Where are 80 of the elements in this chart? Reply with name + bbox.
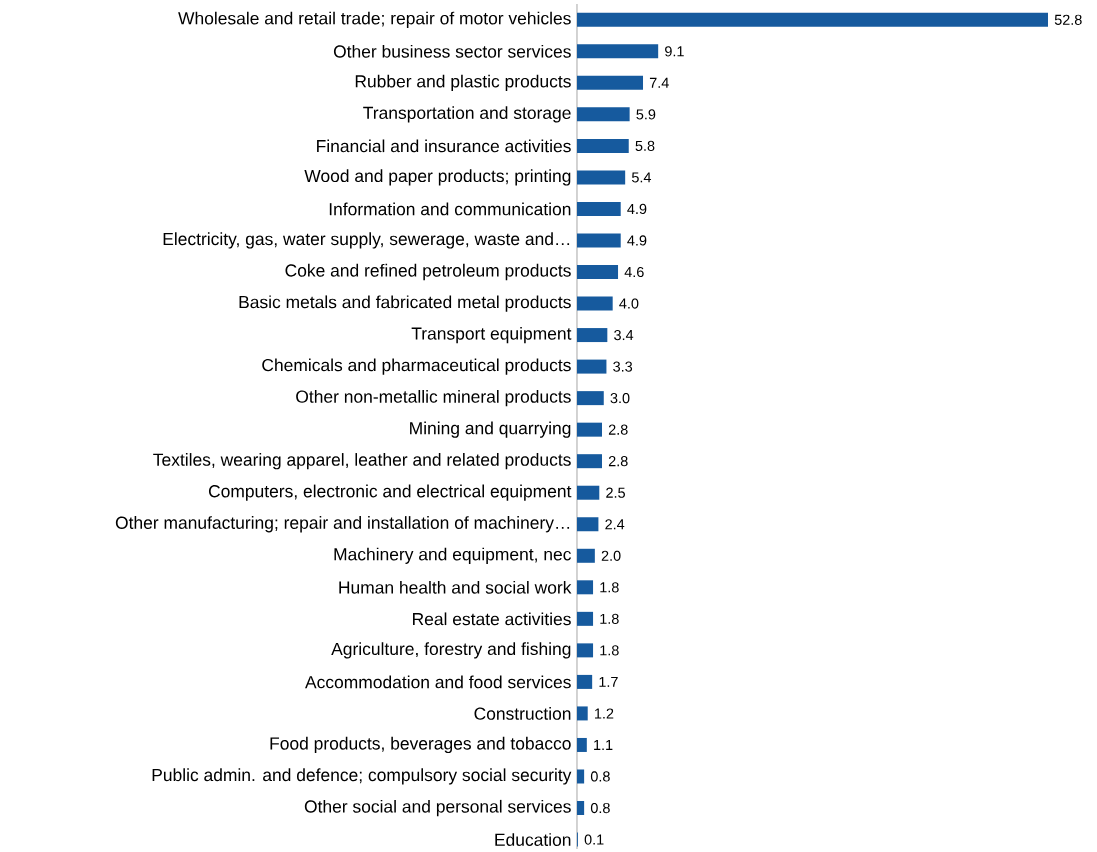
bar	[577, 611, 594, 626]
data-label: 1.7	[599, 676, 618, 687]
y-tick-label: Public admin. and defence; compulsory social security	[152, 768, 572, 785]
data-label: 1.8	[600, 582, 619, 593]
y-tick-label: Computers, electronic and electrical equipment	[208, 484, 572, 501]
data-label: 2.5	[606, 487, 625, 498]
bar	[577, 706, 588, 721]
y-tick-label: Wholesale and retail trade; repair of motor vehicles	[178, 11, 571, 28]
data-label: 4.9	[627, 203, 647, 215]
data-label: 4.6	[624, 266, 644, 278]
y-tick-label: Machinery and equipment, nec	[334, 547, 571, 564]
data-label: 2.8	[608, 424, 628, 435]
bar	[577, 75, 644, 90]
bar	[577, 107, 630, 122]
bar	[577, 265, 619, 280]
bar	[577, 517, 599, 532]
bar	[577, 12, 1048, 27]
y-tick-label: Real estate activities	[413, 612, 571, 626]
y-tick-label: Food products, beverages and tobacco	[270, 736, 571, 754]
bar	[577, 201, 621, 216]
data-label: 1.8	[600, 613, 619, 624]
y-tick-label: Rubber and plastic products	[355, 74, 571, 91]
y-tick-label: Human health and social work	[339, 580, 572, 594]
data-label: 3.0	[610, 393, 630, 404]
data-label: 2.4	[605, 519, 625, 530]
data-label: 5.4	[631, 172, 652, 183]
data-label: 2.8	[608, 456, 628, 467]
bar	[577, 233, 621, 248]
y-tick-label: Other non-metallic mineral products	[296, 390, 571, 407]
y-tick-label: Transport equipment	[411, 326, 572, 344]
data-label: 3.4	[614, 329, 634, 341]
y-tick-label: Financial and insurance activities	[317, 139, 571, 153]
bar	[577, 643, 594, 658]
data-label: 2.0	[601, 550, 621, 561]
bar	[577, 769, 585, 784]
data-label: 0.1	[584, 834, 604, 845]
bar	[577, 328, 608, 343]
y-tick-label: Wood and paper products; printing	[304, 169, 571, 186]
y-tick-label: Information and communication	[329, 202, 571, 216]
data-label: 7.4	[649, 77, 669, 88]
y-tick-label: Transportation and storage	[363, 106, 571, 123]
data-label: 4.0	[619, 298, 639, 309]
bar	[577, 44, 659, 59]
bar	[577, 580, 594, 595]
bar	[577, 801, 585, 816]
bar	[577, 674, 593, 689]
y-tick-label: Textiles, wearing apparel, leather and related products	[153, 453, 571, 470]
y-tick-label: Coke and refined petroleum products	[285, 263, 571, 281]
data-label: 1.8	[600, 645, 619, 656]
data-label: 4.9	[627, 235, 647, 246]
bar	[577, 391, 604, 406]
y-tick-label: Other social and personal services	[304, 799, 571, 817]
data-label: 5.8	[635, 140, 655, 151]
bar	[577, 422, 602, 437]
bar	[577, 485, 600, 500]
data-label: 1.2	[595, 708, 614, 719]
data-label: 1.1	[594, 739, 613, 750]
bar	[577, 170, 626, 185]
data-label: 9.1	[665, 46, 684, 57]
bar	[577, 548, 595, 563]
y-tick-label: Mining and quarrying	[410, 421, 571, 438]
y-tick-label: Construction	[474, 707, 571, 720]
bar	[577, 737, 587, 752]
data-label: 0.8	[590, 802, 610, 814]
y-tick-label: Other manufacturing; repair and installation of machinery…	[115, 516, 570, 533]
data-label: 3.3	[613, 361, 633, 372]
y-tick-label: Agriculture, forestry and fishing	[331, 642, 571, 659]
data-label: 52.8	[1054, 14, 1082, 25]
y-tick-label: Basic metals and fabricated metal products	[239, 295, 571, 312]
y-tick-label: Chemicals and pharmaceutical products	[262, 358, 571, 375]
data-label: 5.9	[636, 109, 656, 120]
y-tick-label: Accommodation and food services	[305, 675, 571, 689]
y-tick-label: Electricity, gas, water supply, sewerage, waste and…	[163, 232, 570, 249]
y-tick-label: Education	[495, 833, 571, 846]
data-label: 0.8	[590, 771, 610, 782]
bar	[577, 296, 613, 311]
bar	[577, 359, 607, 374]
bar	[577, 138, 629, 153]
bar	[577, 454, 602, 469]
y-tick-label: Other business sector services	[333, 44, 571, 58]
